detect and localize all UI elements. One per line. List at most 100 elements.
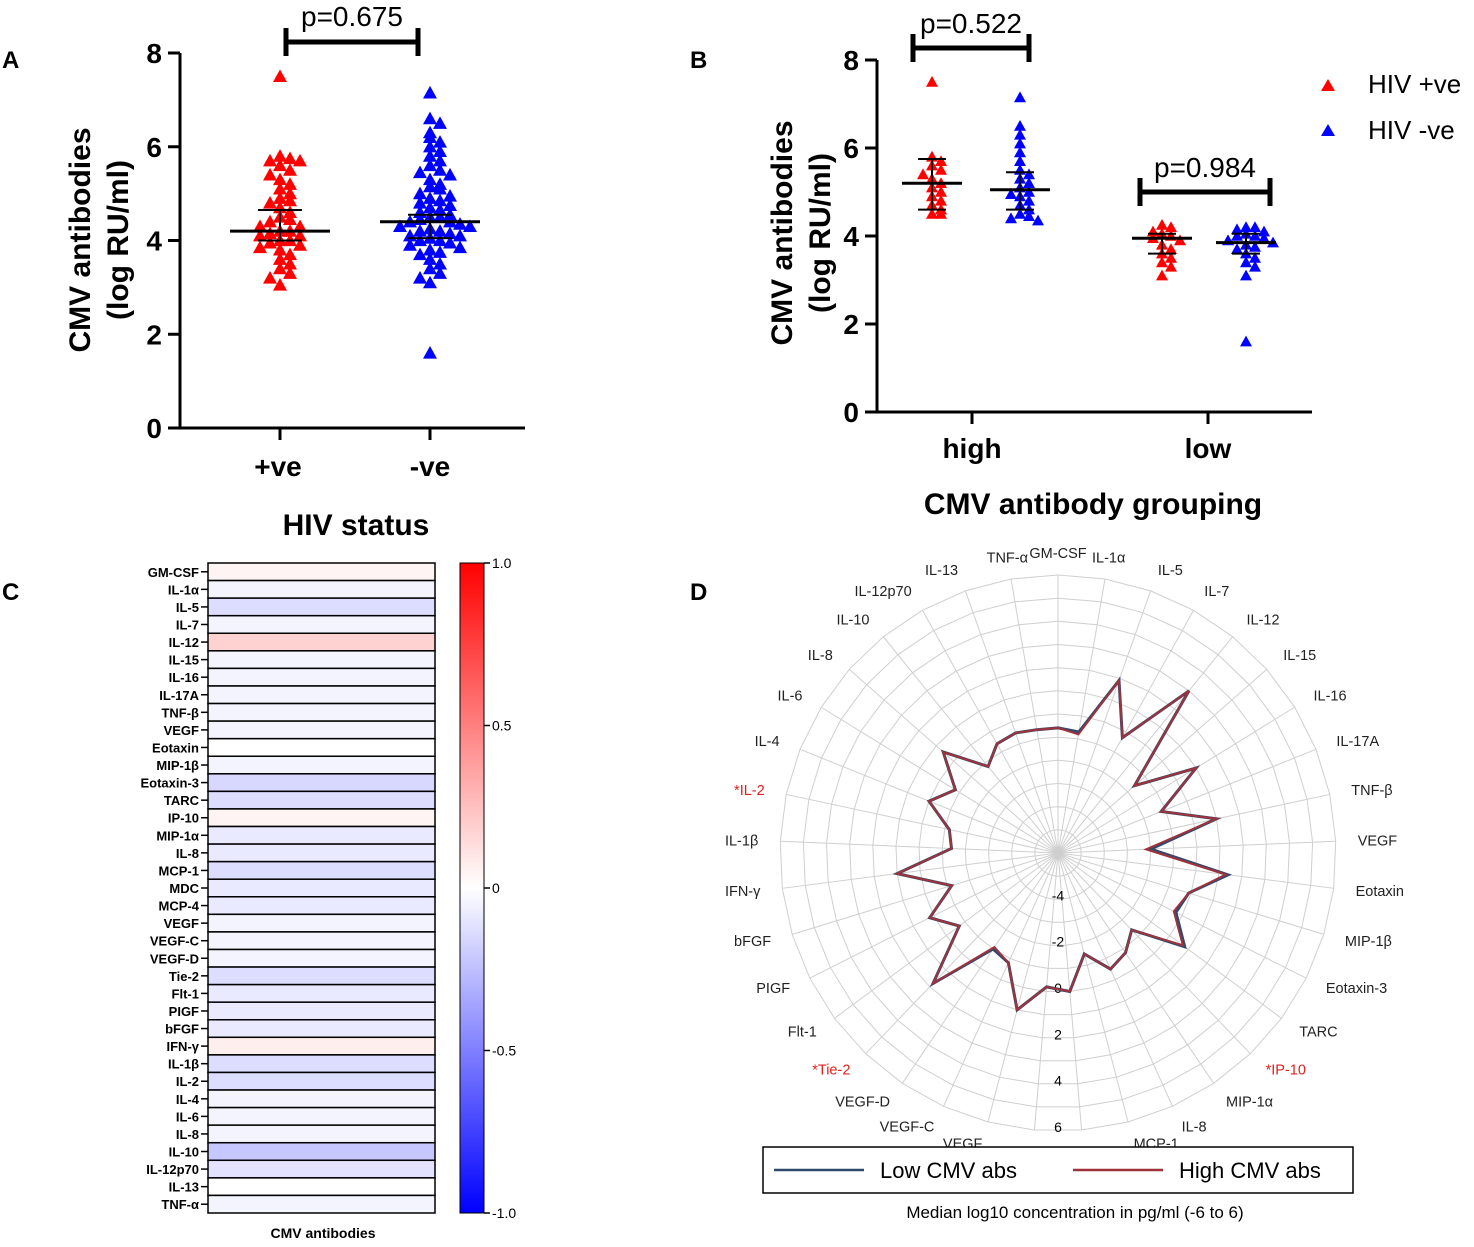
panel-a-pvalue: p=0.675 [301, 1, 403, 32]
radar-spoke [821, 706, 1059, 854]
panel-a-point [403, 238, 417, 251]
panel-a-point [423, 111, 437, 125]
panel-a-ytick-label: 4 [146, 226, 162, 257]
radar-axis-label: IL-10 [836, 613, 869, 629]
panel-b-point [1249, 252, 1261, 263]
radar-grid-ring [872, 667, 1244, 1039]
panel-a-xtick-pos: +ve [254, 451, 302, 482]
radar-spoke [782, 852, 1059, 889]
panel-label-c: C [2, 579, 19, 606]
panel-a-point [423, 252, 437, 265]
radar-spoke [1057, 668, 1268, 854]
panel-a-xtick-neg: -ve [410, 451, 450, 482]
radar-axis-label: VEGF [1358, 833, 1398, 849]
panel-b-point [1023, 186, 1035, 197]
radar-axis-label: TARC [1299, 1024, 1337, 1040]
colorbar-tick-label: -1.0 [492, 1205, 516, 1221]
panel-b-xtick-low: low [1185, 433, 1232, 464]
legend-high-label: High CMV abs [1179, 1158, 1321, 1183]
panel-b-point [1258, 225, 1270, 237]
panel-a-point [423, 242, 437, 256]
panel-b-ytick-label: 2 [843, 309, 859, 340]
heatmap-cell [207, 737, 436, 757]
panel-a-point [413, 224, 427, 237]
radar-axis-label: IL-12 [1247, 613, 1280, 629]
panel-a-point [433, 116, 447, 129]
panel-a-point [413, 233, 427, 247]
panel-a-point [273, 172, 287, 186]
panel-b-point [1032, 214, 1044, 226]
panel-b-point [1174, 234, 1186, 246]
heatmap-row-label: IL-8 [176, 846, 199, 861]
radar-axis-label: IL-13 [925, 563, 958, 579]
panel-a-point [283, 177, 297, 190]
heatmap-row-label: GM-CSF [148, 565, 199, 580]
heatmap-row-label: IL-13 [169, 1180, 199, 1195]
radar-grid-ring [941, 736, 1175, 969]
panel-b-pvalue-high: p=0.522 [920, 8, 1022, 39]
radar-spoke [1057, 590, 1152, 854]
radar-spoke [921, 610, 1059, 854]
heatmap-row-label: MIP-1β [156, 758, 199, 773]
panel-b-point [926, 76, 938, 87]
panel-b-point [1249, 241, 1261, 252]
panel-a-point [423, 261, 437, 275]
panel-a-point [433, 203, 447, 216]
radar-axis-label: Eotaxin [1356, 884, 1404, 900]
panel-b-xlabel: CMV antibody grouping [924, 488, 1262, 521]
heatmap-row-label: IL-16 [169, 670, 199, 685]
radar-spoke [1057, 852, 1215, 1084]
heatmap-row-label: MDC [169, 881, 199, 896]
heatmap-cell [207, 720, 436, 740]
panel-b-point [1240, 269, 1252, 281]
radar-spoke [786, 793, 1059, 854]
radar-axis-label: IL-1α [1092, 550, 1125, 566]
heatmap-cell [207, 614, 436, 635]
heatmap-cell [207, 1159, 436, 1179]
radar-axis-label: IL-1β [725, 833, 758, 849]
panel-a-point [423, 158, 437, 172]
panel-a-point [283, 151, 297, 165]
panel-label-b: B [690, 47, 707, 74]
heatmap-cell [207, 1106, 436, 1126]
panel-b-point [1231, 243, 1243, 254]
panel-a-point [273, 278, 287, 291]
panel-a-point [433, 210, 447, 223]
radar-grid-ring [964, 759, 1152, 946]
panel-a-point [283, 212, 297, 226]
heatmap-cell [207, 1194, 436, 1214]
panel-a-point [283, 163, 297, 176]
panel-a-point [273, 261, 287, 275]
panel-a-point [273, 69, 287, 83]
heatmap-cell [207, 1019, 436, 1039]
panel-a-point [413, 186, 427, 200]
panel-a-point [293, 153, 307, 167]
panel-a-point [433, 245, 447, 258]
panel-a-ylabel-2: (log RU/ml) [102, 160, 135, 320]
panel-a-point [433, 193, 447, 207]
panel-a-point [433, 224, 447, 237]
panel-b-point [1258, 232, 1270, 243]
radar-spoke [1057, 852, 1173, 1107]
panel-b-point [1240, 221, 1252, 232]
panel-b-ytick-label: 6 [843, 133, 859, 164]
radar-grid-ring [802, 597, 1314, 1108]
panel-b-point [1165, 243, 1177, 254]
panel-b-point [1156, 269, 1168, 281]
radar-grid-ring [988, 782, 1128, 923]
radar-spoke [1010, 578, 1059, 854]
radar-grid-ring [825, 620, 1291, 1085]
radar-spoke [901, 852, 1059, 1084]
panel-b-point [935, 155, 947, 166]
panel-b-point [1014, 91, 1026, 103]
heatmap-row-label: TARC [164, 793, 200, 808]
radar-axis-label: GM-CSF [1029, 546, 1086, 562]
panel-a-point [413, 247, 427, 261]
panel-b-bracket-low [1137, 178, 1273, 206]
heatmap-cell [207, 860, 436, 880]
panel-a-point [263, 196, 277, 209]
heatmap-cell [207, 790, 436, 810]
heatmap-row-label: Eotaxin [152, 740, 199, 755]
heatmap-row-label: IL-1α [168, 582, 199, 597]
